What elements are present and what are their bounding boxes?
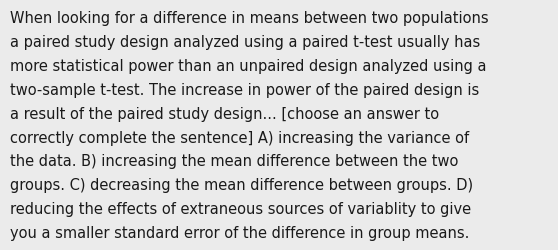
Text: two-sample t-test. The increase in power of the paired design is: two-sample t-test. The increase in power… — [10, 82, 479, 98]
Text: reducing the effects of extraneous sources of variablity to give: reducing the effects of extraneous sourc… — [10, 201, 471, 216]
Text: groups. C) decreasing the mean difference between groups. D): groups. C) decreasing the mean differenc… — [10, 178, 473, 192]
Text: correctly complete the sentence] A) increasing the variance of: correctly complete the sentence] A) incr… — [10, 130, 469, 145]
Text: a result of the paired study design... [choose an answer to: a result of the paired study design... [… — [10, 106, 439, 121]
Text: a paired study design analyzed using a paired t-test usually has: a paired study design analyzed using a p… — [10, 35, 480, 50]
Text: more statistical power than an unpaired design analyzed using a: more statistical power than an unpaired … — [10, 59, 487, 74]
Text: When looking for a difference in means between two populations: When looking for a difference in means b… — [10, 11, 489, 26]
Text: you a smaller standard error of the difference in group means.: you a smaller standard error of the diff… — [10, 225, 469, 240]
Text: the data. B) increasing the mean difference between the two: the data. B) increasing the mean differe… — [10, 154, 459, 169]
